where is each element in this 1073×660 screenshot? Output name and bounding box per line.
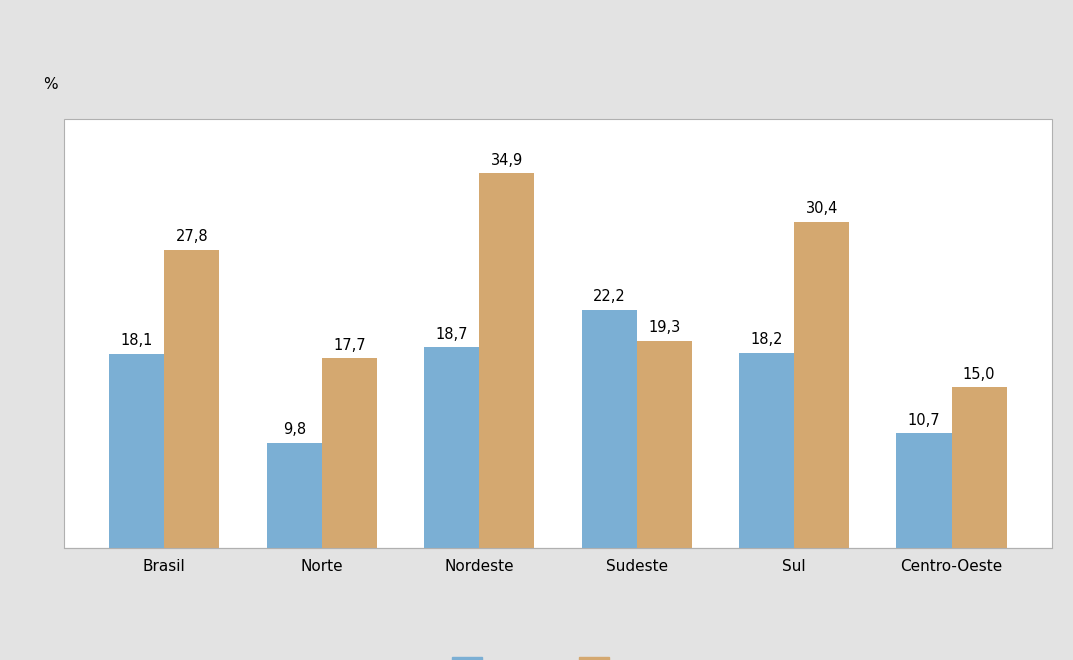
Legend: 2000, 2010: 2000, 2010 bbox=[445, 651, 671, 660]
Bar bbox=[424, 347, 480, 548]
Bar bbox=[896, 433, 952, 548]
Bar bbox=[480, 174, 534, 548]
Bar bbox=[636, 341, 692, 548]
Text: 30,4: 30,4 bbox=[806, 201, 838, 216]
Text: 9,8: 9,8 bbox=[282, 422, 306, 438]
Bar bbox=[952, 387, 1006, 548]
Text: 15,0: 15,0 bbox=[962, 366, 996, 381]
Text: 18,2: 18,2 bbox=[750, 332, 783, 347]
Text: 34,9: 34,9 bbox=[490, 153, 523, 168]
Text: %: % bbox=[43, 77, 58, 92]
Bar bbox=[322, 358, 377, 548]
Bar bbox=[739, 352, 794, 548]
Text: 19,3: 19,3 bbox=[648, 321, 680, 335]
Text: 18,1: 18,1 bbox=[120, 333, 153, 348]
Bar bbox=[109, 354, 164, 548]
Bar bbox=[164, 249, 220, 548]
Bar bbox=[267, 443, 322, 548]
Text: 17,7: 17,7 bbox=[333, 338, 366, 352]
Text: 27,8: 27,8 bbox=[176, 229, 208, 244]
Text: 18,7: 18,7 bbox=[436, 327, 468, 342]
Text: 22,2: 22,2 bbox=[592, 289, 626, 304]
Bar bbox=[794, 222, 849, 548]
Bar bbox=[582, 310, 636, 548]
Text: 10,7: 10,7 bbox=[908, 412, 940, 428]
